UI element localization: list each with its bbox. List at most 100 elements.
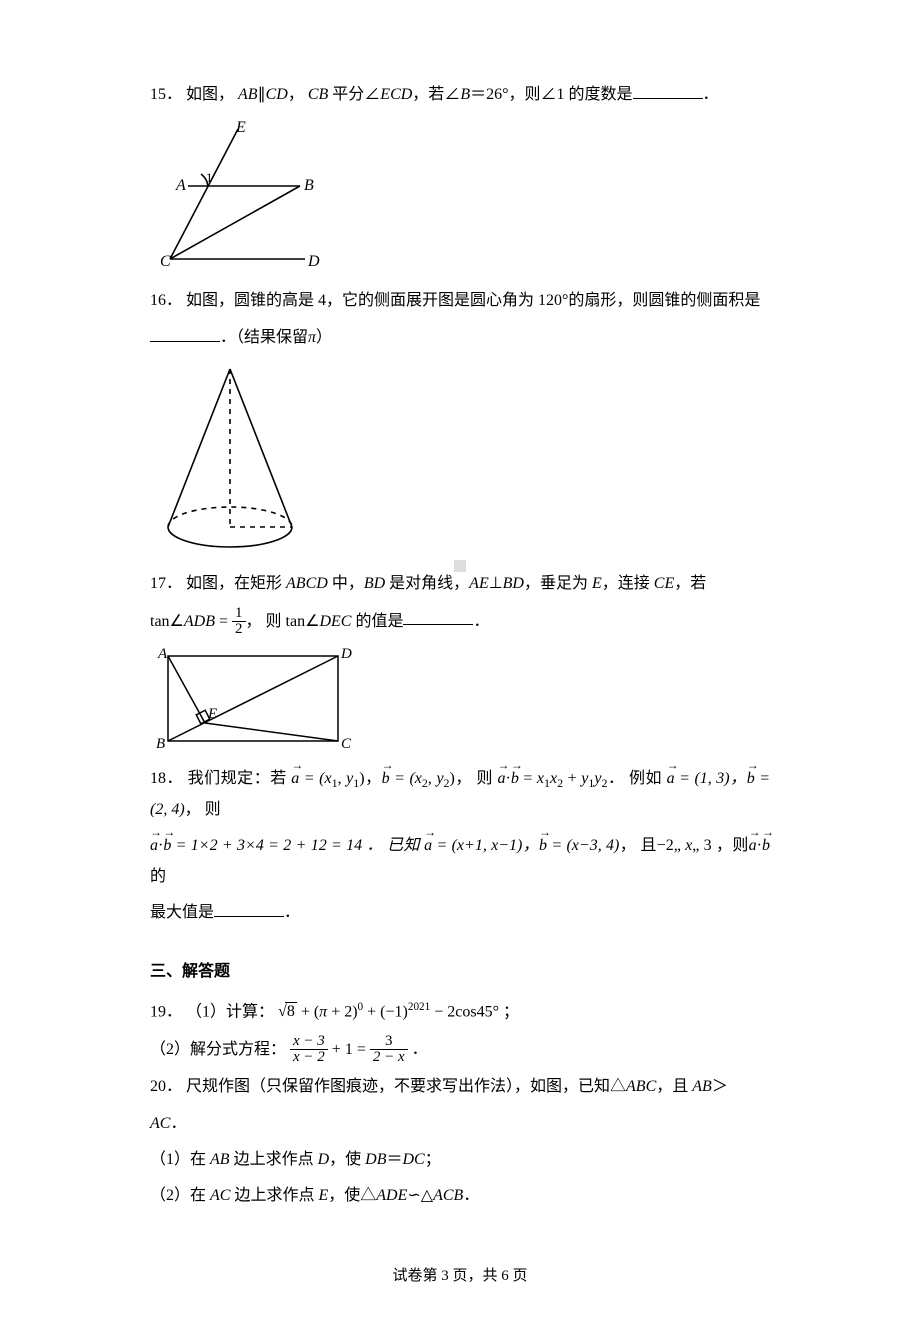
q17-l2a: tan∠ (150, 612, 184, 629)
q19-p2a: （2）解分式方程： (150, 1041, 286, 1058)
q20-D: D (318, 1151, 330, 1168)
q17-lA: A (157, 646, 168, 662)
q18-vb1: b (382, 764, 390, 794)
q15-number: 15． (150, 86, 182, 103)
q20-t3: ． (170, 1115, 186, 1132)
q20-ac: AC (150, 1115, 170, 1132)
q17-adb: ADB (184, 612, 215, 629)
q18-exx1: = (x+1, x−1)， (432, 837, 539, 854)
q15-label-D: D (307, 253, 320, 270)
q17-lB: B (156, 736, 165, 752)
q17-l2g: ． (473, 612, 489, 629)
q19-f1d: x − 2 (290, 1049, 328, 1066)
q19-sqrt: √8 (278, 997, 297, 1027)
q19-f2: 32 − x (370, 1034, 408, 1067)
q20-ade: ADE (376, 1187, 407, 1204)
q20-number: 20． (150, 1078, 182, 1095)
q20-p2c: ，使△ (328, 1187, 376, 1204)
q17-frac-n: 1 (232, 606, 246, 622)
q20-p2d: ． (463, 1187, 479, 1204)
q16-number: 16． (150, 292, 182, 309)
q15-t-before: 如图， (186, 86, 234, 103)
q17-dec: DEC (319, 612, 351, 629)
q18-x2: x (415, 770, 422, 787)
q15-figure: A B C D E 1 (150, 116, 340, 276)
q18-ex13: = (1, 3)， (675, 770, 747, 787)
q16-figure (150, 359, 320, 559)
question-18: 18． 我们规定：若 a = (x1, y1)，b = (x2, y2)， 则 … (150, 764, 770, 825)
q18-blank (214, 902, 284, 917)
q17-number: 17． (150, 575, 182, 592)
question-20-1: （1）在 AB 边上求作点 D，使 DB＝DC； (150, 1145, 770, 1175)
q17-figure: A D B C E (150, 644, 360, 754)
q17-lD: D (340, 646, 352, 662)
q16-blank (150, 326, 220, 341)
q18-e1a: = ( (299, 770, 324, 787)
q18-vb2: b (511, 764, 519, 794)
q20-acb: ACB (433, 1187, 463, 1204)
q18-number: 18． (150, 770, 183, 787)
q19-sqrt8: 8 (285, 1002, 297, 1020)
q18-l2a: = 1×2 + 3×4 = 2 + 12 = 14 ． 已知 (171, 837, 419, 854)
q18-va5: a (424, 831, 432, 861)
q18-va6: a (749, 831, 757, 861)
q19-e2021: 2021 (408, 1001, 430, 1013)
q15-parallel: ∥ (258, 86, 266, 103)
q18-e3: = (519, 770, 537, 787)
q19-p2c: ． (408, 1041, 428, 1058)
question-20-2: （2）在 AC 边上求作点 E，使△ADE∽△ACB． (150, 1181, 770, 1211)
q15-label-1: 1 (206, 170, 213, 185)
q18-vb3: b (747, 764, 755, 794)
q19-p2b: + 1 = (328, 1041, 370, 1058)
q18-x1: x (324, 770, 331, 787)
q17-t1: 如图，在矩形 (186, 575, 286, 592)
q15-ab: AB (238, 86, 258, 103)
q16-t1: 如图，圆锥的高是 4，它的侧面展开图是圆心角为 120°的扇形，则圆锥的侧面积是 (186, 292, 760, 309)
question-16: 16． 如图，圆锥的高是 4，它的侧面展开图是圆心角为 120°的扇形，则圆锥的… (150, 286, 770, 316)
q17-frac: 12 (232, 606, 246, 639)
q20-p1d: ； (425, 1151, 441, 1168)
q18-t1: 我们规定：若 (188, 770, 287, 787)
q20-sim: ∽ (407, 1187, 420, 1204)
q17-ce: CE (654, 575, 674, 592)
q17-t3: 是对角线， (385, 575, 469, 592)
q15-t4b: ＝26°，则∠1 的度数是 (470, 86, 632, 103)
q19-p1a: （1）计算： (186, 1003, 274, 1020)
q19-p1b: + ( (297, 1003, 319, 1020)
question-15: 15． 如图， AB∥CD， CB 平分∠ECD，若∠B＝26°，则∠1 的度数… (150, 80, 770, 110)
q15-ecd: ECD (380, 86, 412, 103)
q17-e: E (592, 575, 602, 592)
q19-f2d: 2 − x (370, 1049, 408, 1066)
q18-y2: y (436, 770, 443, 787)
q15-label-B: B (304, 177, 314, 194)
question-17b: tan∠ADB = 12， 则 tan∠DEC 的值是． (150, 606, 770, 639)
q18-e2: = ( (390, 770, 415, 787)
q18-exx2: = (x−3, 4) (547, 837, 619, 854)
q20-p1a: （1）在 (150, 1151, 210, 1168)
q20-t1: 尺规作图（只保留作图痕迹，不要求写出作法），如图，已知△ (186, 1078, 626, 1095)
q15-label-C: C (160, 253, 171, 270)
q17-lE: E (207, 706, 217, 722)
question-19-1: 19． （1）计算： √8 + (π + 2)0 + (−1)2021 − 2c… (150, 997, 770, 1028)
q19-f1: x − 3x − 2 (290, 1034, 328, 1067)
q15-t3b: 平分∠ (328, 86, 380, 103)
q17-l2f: 的值是 (351, 612, 403, 629)
q20-t2: ，且 (656, 1078, 692, 1095)
q18-t4b: „ 3 ，则 (692, 837, 748, 854)
q20-p2b: 边上求作点 (230, 1187, 318, 1204)
question-18c: 最大值是． (150, 898, 770, 928)
q19-p1c: + 2) (327, 1003, 357, 1020)
q18-t5: 的 (150, 868, 166, 885)
q18-vb4: b (163, 831, 171, 861)
q18-l3: 最大值是 (150, 904, 214, 921)
section-3-title: 三、解答题 (150, 957, 770, 987)
q15-label-A: A (175, 177, 186, 194)
q16-t3: ） (316, 329, 332, 346)
q17-l2d: ， 则 tan∠ (246, 612, 320, 629)
q16-t2: ．（结果保留 (220, 329, 308, 346)
q18-cm1: , (338, 770, 347, 787)
q15-cd: CD (266, 86, 288, 103)
q18-e1b: )， (359, 770, 381, 787)
q17-frac-d: 2 (232, 621, 246, 638)
q17-ae: AE (469, 575, 489, 592)
